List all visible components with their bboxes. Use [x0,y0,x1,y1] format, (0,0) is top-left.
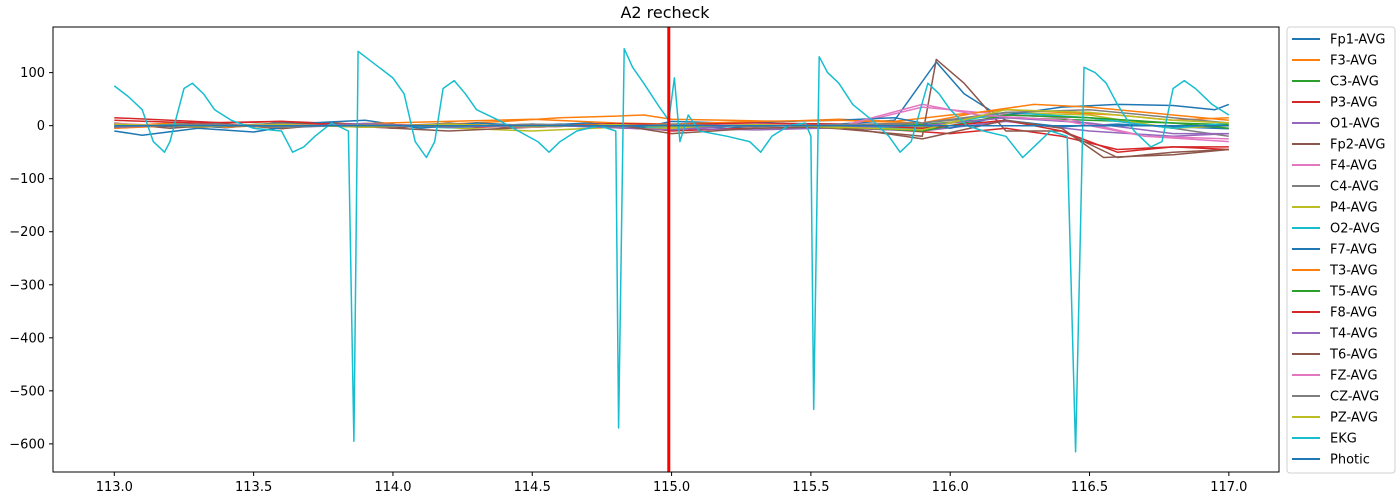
y-tick-label: −200 [9,225,45,240]
x-tick-label: 115.5 [792,480,829,495]
legend-entry: P4-AVG [1330,201,1378,216]
legend: Fp1-AVG F3-AVG C3-AVG P3-AVG O1-AVG Fp2-AVG F4… [1286,26,1396,474]
legend-entry: F3-AVG [1330,54,1377,69]
chart-title: A2 recheck [620,3,710,22]
legend-entry: O1-AVG [1330,117,1380,132]
legend-entry: F4-AVG [1330,159,1377,174]
y-tick-label: −300 [9,278,45,293]
legend-box [1286,26,1396,474]
series-line-f8-avg [114,119,1229,153]
x-tick-label: 114.0 [374,480,411,495]
plot-frame [52,26,1280,473]
legend-entry: P3-AVG [1330,96,1378,111]
legend-entry: T5-AVG [1329,285,1378,300]
x-tick-label: 117.0 [1210,480,1247,495]
legend-entry: Fp1-AVG [1330,33,1385,48]
legend-entry: PZ-AVG [1330,411,1378,426]
x-tick-label: 113.5 [235,480,272,495]
x-tick-label: 113.0 [96,480,133,495]
legend-entry: EKG [1330,432,1357,447]
legend-entry: T3-AVG [1329,264,1378,279]
x-tick-label: 115.0 [653,480,690,495]
legend-entry: CZ-AVG [1330,390,1379,405]
legend-entry: T6-AVG [1329,348,1378,363]
legend-entry: F8-AVG [1330,306,1377,321]
series-line-ekg [113,47,1230,453]
legend-entry: Fp2-AVG [1330,138,1385,153]
legend-entry: FZ-AVG [1330,369,1378,384]
x-tick-label: 116.0 [932,480,969,495]
legend-entry: Photic [1330,453,1370,468]
x-tick-label: 116.5 [1071,480,1108,495]
y-tick-label: −500 [9,384,45,399]
legend-entry: C4-AVG [1330,180,1379,195]
y-tick-label: −400 [9,331,45,346]
x-axis: 113.0 113.5 114.0 114.5 115.0 115.5 116.0 116.5… [96,472,1247,495]
y-tick-label: 0 [37,119,45,134]
legend-entry: F7-AVG [1330,243,1377,258]
legend-entry: O2-AVG [1330,222,1380,237]
series-layer [113,47,1230,453]
x-tick-label: 114.5 [514,480,551,495]
y-axis: 100 0 −100 −200 −300 −400 −500 −600 [9,66,53,452]
series-line-fp2-avg [114,58,1229,159]
legend-entry: T4-AVG [1329,327,1378,342]
y-tick-label: −100 [9,172,45,187]
legend-entry: C3-AVG [1330,75,1379,90]
y-tick-label: 100 [20,66,45,81]
y-tick-label: −600 [9,437,45,452]
